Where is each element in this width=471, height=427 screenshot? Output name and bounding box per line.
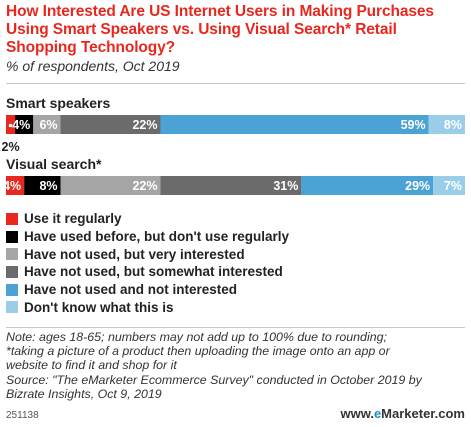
footnote-line-0: Note: ages 18-65; numbers may not add up… <box>6 330 387 344</box>
bar-segment-0-5 <box>428 115 465 134</box>
data-label-0-4: 59% <box>401 118 426 132</box>
legend-label-3: Have not used, but somewhat interested <box>24 264 283 280</box>
bar-segment-1-5 <box>433 176 465 195</box>
legend-item-2: Have not used, but very interested <box>6 245 289 263</box>
bar-segment-0-4 <box>160 115 429 134</box>
bar-segment-0-2 <box>33 115 61 134</box>
data-label-0-2: 6% <box>39 118 57 132</box>
data-label-1-1: 8% <box>39 179 57 193</box>
data-label-1-4: 29% <box>405 179 430 193</box>
bar-segment-1-4 <box>301 176 434 195</box>
category-label-smart-speakers: Smart speakers <box>6 95 111 111</box>
data-label-1-3: 31% <box>273 179 298 193</box>
legend-swatch-1 <box>6 230 18 243</box>
legend-label-0: Use it regularly <box>24 211 122 227</box>
footnotes: Note: ages 18-65; numbers may not add up… <box>6 330 468 401</box>
bar-segment-0-3 <box>60 115 161 134</box>
bar-segment-1-1 <box>24 176 61 195</box>
footnote-line-3: Source: "The eMarketer Ecommerce Survey"… <box>6 372 422 387</box>
data-label-1-5: 7% <box>444 179 462 193</box>
stacked-bar-chart: 2% 4% 6% 22% 59% 8% 4% 8% 22% 31% 29% 7% <box>2 115 465 195</box>
leader-dot-0-0 <box>8 123 13 128</box>
legend-item-3: Have not used, but somewhat interested <box>6 263 289 281</box>
data-label-0-1: 4% <box>12 118 30 132</box>
data-label-1-2: 22% <box>132 179 157 193</box>
header-divider <box>6 83 465 84</box>
brand-e: e <box>373 406 382 421</box>
chart-subtitle: % of respondents, Oct 2019 <box>6 58 180 74</box>
legend-label-5: Don't know what this is <box>24 299 174 315</box>
footnote-line-1: *taking a picture of a product then uplo… <box>6 344 390 359</box>
legend-item-4: Have not used and not interested <box>6 281 289 299</box>
footnote-line-4: Bizrate Insights, Oct 9, 2019 <box>6 386 162 401</box>
brand-logo: www.eMarketer.com <box>340 406 465 421</box>
bar-segment-1-0 <box>6 176 25 195</box>
legend-item-0: Use it regularly <box>6 210 289 228</box>
footer-divider <box>6 327 465 328</box>
legend-swatch-2 <box>6 248 18 261</box>
legend-label-2: Have not used, but very interested <box>24 246 245 262</box>
legend-swatch-5 <box>6 301 18 314</box>
chart-id: 251138 <box>6 410 39 421</box>
brand-suffix: Marketer.com <box>381 406 465 421</box>
category-label-visual-search: Visual search* <box>6 156 102 172</box>
legend: Use it regularly Have used before, but do… <box>6 210 289 316</box>
legend-item-1: Have used before, but don't use regularl… <box>6 228 289 246</box>
legend-swatch-0 <box>6 212 18 225</box>
legend-label-4: Have not used and not interested <box>24 282 238 298</box>
chart-title: How Interested Are US Internet Users in … <box>6 3 434 56</box>
data-label-1-0: 4% <box>3 179 21 193</box>
footnote-line-2: website to find it and shop for it <box>6 358 177 373</box>
legend-label-1: Have used before, but don't use regularl… <box>24 229 290 245</box>
bar-segment-0-1 <box>15 115 34 134</box>
bar-segment-1-3 <box>160 176 302 195</box>
data-label-0-0: 2% <box>2 140 20 154</box>
legend-swatch-4 <box>6 283 18 296</box>
bar-segment-1-2 <box>60 176 161 195</box>
brand-prefix: www. <box>340 406 374 421</box>
legend-item-5: Don't know what this is <box>6 298 289 316</box>
data-label-0-5: 8% <box>444 118 462 132</box>
legend-swatch-3 <box>6 265 18 278</box>
data-label-0-3: 22% <box>132 118 157 132</box>
